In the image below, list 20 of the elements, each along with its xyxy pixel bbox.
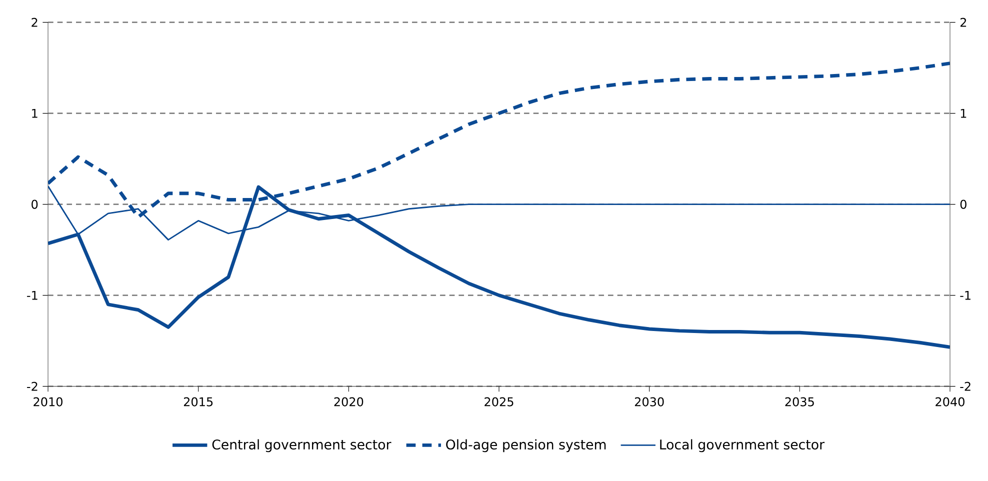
y2-tick-label: -2 [27,382,38,391]
legend-label: Central government sector [212,439,392,452]
x-tick-label: 2015 [184,397,213,406]
legend-label: Old-age pension system [446,439,606,452]
y2-tick-label: 0 [32,200,38,209]
x-tick-label: 2030 [634,397,664,406]
x-tick-label: 2040 [936,397,964,406]
y-tick-label: -1 [960,290,970,300]
y-tick-label: 1 [960,108,966,118]
y2-tick-label: -1 [27,290,38,300]
y-tick-label: 0 [960,200,966,209]
x-tick-label: 2010 [34,397,62,406]
x-tick-label: 2020 [334,397,364,406]
legend-label: Local government sector [660,439,825,452]
x-tick-label: 2035 [785,397,814,406]
x-tick-label: 2025 [484,397,514,406]
y-tick-label: -2 [960,382,970,391]
y2-tick-label: 1 [32,108,38,118]
y2-tick-label: 2 [32,18,38,27]
y-tick-label: 2 [960,18,966,27]
